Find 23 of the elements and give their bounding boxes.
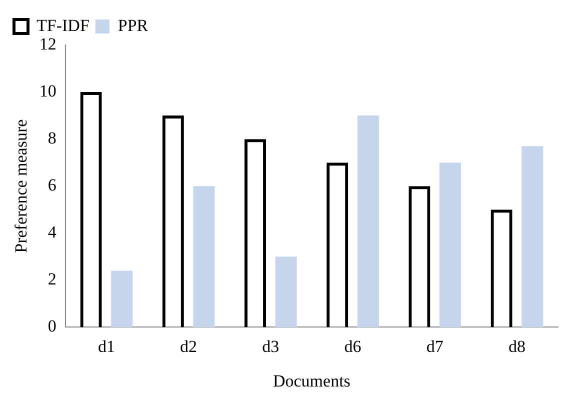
bar <box>439 162 462 328</box>
x-tick-label: d3 <box>262 336 280 356</box>
x-tick-label: d2 <box>180 336 198 356</box>
bar <box>193 186 215 328</box>
x-tick-label: d7 <box>426 336 444 356</box>
y-tick-label: 6 <box>48 176 56 195</box>
bar <box>111 270 133 328</box>
x-tick-label: d8 <box>508 336 526 356</box>
y-tick-label: 12 <box>39 34 56 54</box>
y-tick-label: 2 <box>48 270 56 289</box>
x-axis-title: Documents <box>272 371 350 390</box>
x-tick-label: d1 <box>98 336 115 356</box>
legend-label: TF-IDF <box>36 16 90 35</box>
x-tick-label: d6 <box>344 336 362 356</box>
y-tick-label: 8 <box>48 128 56 148</box>
y-tick-label: 4 <box>48 222 57 242</box>
bar <box>275 256 297 328</box>
bar <box>357 116 379 328</box>
y-axis-title: Preference measure <box>12 119 31 253</box>
y-tick-label: 10 <box>39 82 56 100</box>
legend-label: PPR <box>118 16 149 35</box>
bar <box>522 146 544 328</box>
y-tick-label: 0 <box>48 316 56 336</box>
